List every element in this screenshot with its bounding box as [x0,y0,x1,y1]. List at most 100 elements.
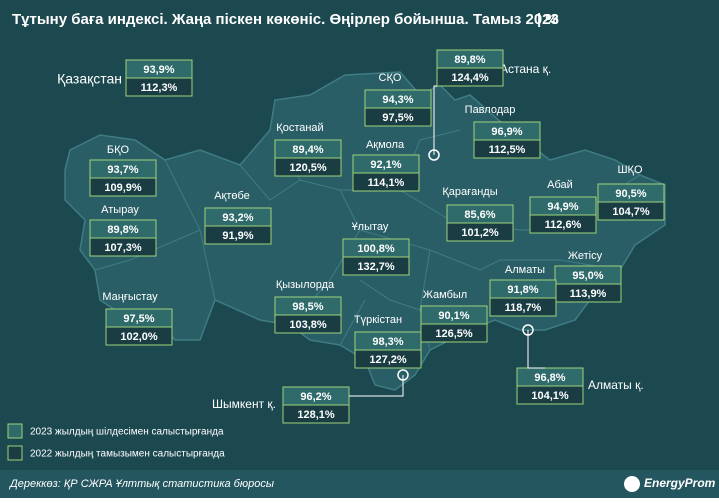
region-name: ШҚО [617,164,642,176]
region-name: Атырау [101,204,139,216]
value-cell [354,349,422,369]
legend-swatch [7,423,23,439]
value-july: 94,3% [382,94,413,106]
leader-line [433,85,437,155]
value-aug: 91,9% [222,230,253,242]
value-cell [364,107,432,127]
region-name: Түркістан [354,314,402,326]
legend-swatch [7,445,23,461]
value-aug: 107,3% [104,242,142,254]
value-cell [89,237,157,257]
region-name: Қарағанды [442,186,497,198]
value-aug: 104,7% [612,206,650,218]
value-cell [473,139,541,159]
region-name: Қостанай [276,122,323,134]
value-aug: 102,0% [120,331,158,343]
title: Тұтыну баға индексі. Жаңа піскен көкөніс… [12,11,559,28]
region-name: Алматы [505,264,545,276]
value-july: 90,1% [438,310,469,322]
region-name: БҚО [107,144,130,156]
value-aug: 113,9% [570,288,607,300]
value-july: 96,8% [534,372,565,384]
region-name: Жамбыл [423,289,467,301]
region-name: Қызылорда [276,279,335,291]
value-july: 94,9% [547,201,578,213]
region-name: Маңғыстау [102,291,158,303]
region-name: Ұлытау [352,221,389,233]
value-aug: 112,5% [489,144,526,156]
logo: EnergyProm [644,476,716,490]
city-marker [522,324,534,336]
value-aug: 128,1% [297,409,335,421]
value-july: 98,5% [292,301,323,313]
value-july: 96,2% [300,391,331,403]
value-july: 98,3% [372,336,403,348]
region-name: Жетісу [568,250,603,262]
value-july: 89,4% [292,144,323,156]
value-july: 93,2% [222,212,253,224]
value-cell [282,404,350,424]
value-aug: 103,8% [289,319,327,331]
region-name: Қазақстан [57,71,122,87]
value-aug: 104,1% [531,390,569,402]
value-aug: 101,2% [461,227,499,239]
value-cell [274,314,342,334]
city-marker [397,369,409,381]
source: Дереккөз: ҚР СЖРА Ұлттық статистика бюро… [8,478,274,490]
value-july: 85,6% [464,209,495,221]
value-july: 91,8% [507,284,538,296]
value-aug: 132,7% [357,261,395,273]
value-cell [204,225,272,245]
value-july: 89,8% [454,54,485,66]
unit: | % [537,11,559,28]
value-aug: 114,1% [368,177,405,189]
value-cell [489,297,557,317]
regions: Қазақстан 93,9% 112,3% СҚО 94,3% 97,5% Астана … [57,49,665,424]
region-name: Ақтөбе [214,190,250,202]
region-name: Абай [547,179,573,191]
value-aug: 118,7% [505,302,542,314]
region-name: Астана қ. [500,62,551,76]
value-july: 96,9% [491,126,522,138]
leader-line [527,330,545,369]
legend-label: 2022 жылдың тамызымен салыстырғанда [30,449,225,460]
leader-line [349,375,404,397]
region-name: СҚО [379,72,402,84]
legend: 2023 жылдың шілдесімен салыстырғанда 202… [7,423,225,461]
value-july: 95,0% [572,270,603,282]
value-cell [597,201,665,221]
value-aug: 97,5% [382,112,413,124]
value-july: 97,5% [123,313,154,325]
region-name: Шымкент қ. [212,397,276,411]
value-cell [105,326,173,346]
value-cell [529,214,597,234]
value-july: 93,9% [143,64,174,76]
value-cell [89,177,157,197]
region-name: Павлодар [465,104,516,116]
region-name: Алматы қ. [588,378,644,392]
value-july: 93,7% [107,164,138,176]
value-july: 89,8% [107,224,138,236]
logo-icon [624,476,640,492]
value-aug: 112,6% [545,219,582,231]
value-cell [352,172,420,192]
value-july: 90,5% [615,188,646,200]
value-cell [436,67,504,87]
value-july: 100,8% [357,243,395,255]
value-cell [516,385,584,405]
value-aug: 126,5% [435,328,473,340]
value-aug: 109,9% [104,182,142,194]
value-aug: 120,5% [289,162,327,174]
legend-label: 2023 жылдың шілдесімен салыстырғанда [30,427,224,438]
footer-band [0,470,719,498]
city-marker [428,149,440,161]
value-cell [274,157,342,177]
value-cell [342,256,410,276]
value-aug: 127,2% [369,354,407,366]
value-aug: 112,3% [141,82,178,94]
value-cell [446,222,514,242]
value-aug: 124,4% [451,72,489,84]
value-july: 92,1% [370,159,401,171]
value-cell [125,77,193,97]
